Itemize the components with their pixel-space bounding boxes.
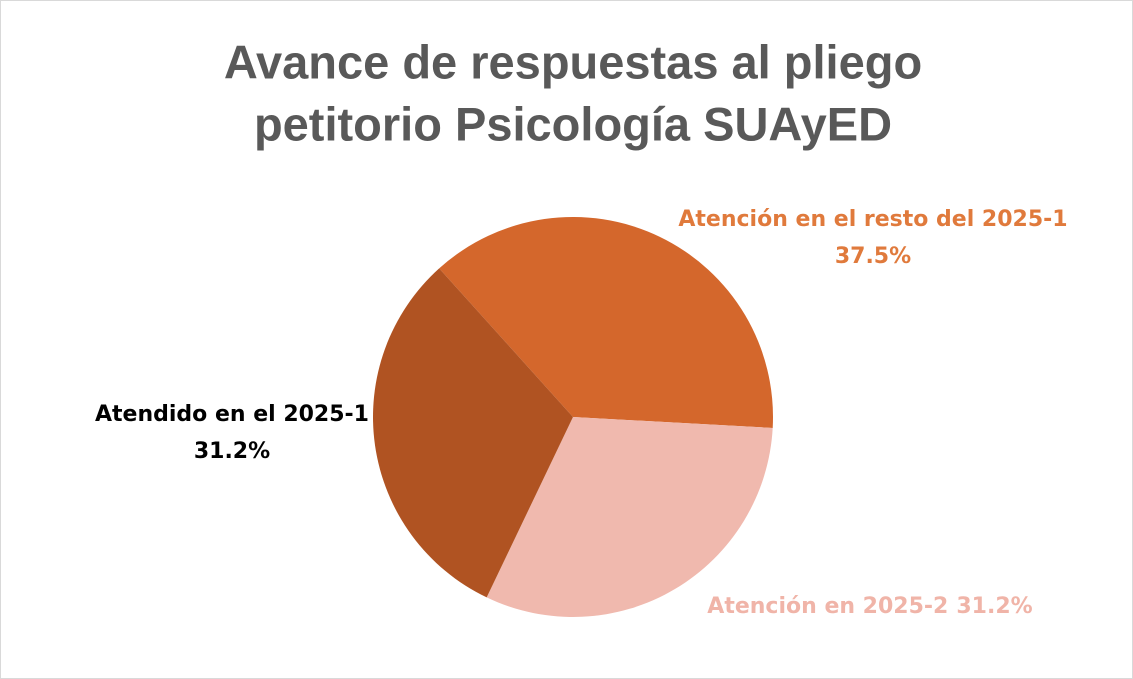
- slice-label: Atención en 2025-2 31.2%: [707, 594, 1032, 619]
- pie-slice: [373, 268, 573, 598]
- value-label: 31.2%: [194, 439, 270, 464]
- chart-title: Avance de respuestas al pliego: [224, 35, 922, 88]
- category-label: Atención en el resto del 2025-1: [678, 207, 1067, 232]
- chart-title: petitorio Psicología SUAyED: [254, 97, 892, 150]
- category-label: Atención en 2025-2: [707, 594, 948, 619]
- value-label: 37.5%: [835, 244, 911, 269]
- value-label: 31.2%: [956, 594, 1032, 619]
- pie-slice: [439, 217, 773, 428]
- category-label: Atendido en el 2025-1: [95, 402, 369, 427]
- pie-slice: [486, 417, 773, 618]
